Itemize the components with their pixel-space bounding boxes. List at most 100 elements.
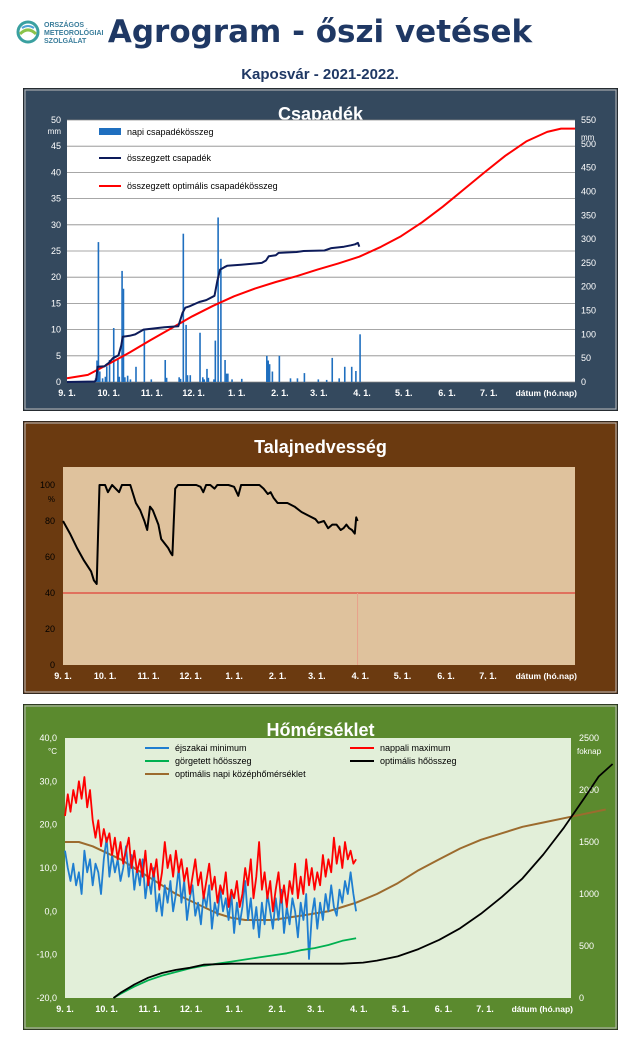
x-tick-label: 10. 1. <box>94 671 117 681</box>
precip-bar <box>220 258 222 382</box>
x-tick-label: 3. 1. <box>307 1004 325 1014</box>
legend-label: összegzett csapadék <box>127 153 212 163</box>
y-tick-label-left: 15 <box>51 298 61 308</box>
chart-title: Hőmérséklet <box>266 720 374 740</box>
legend-label: nappali maximum <box>380 743 451 753</box>
logo-line-3: SZOLGÁLAT <box>44 36 87 45</box>
y-tick-label-right: 1500 <box>579 837 599 847</box>
soil-moisture-line <box>62 484 359 585</box>
x-tick-label: 10. 1. <box>97 388 120 398</box>
x-tick-label: 9. 1. <box>54 671 72 681</box>
day-max-line <box>64 776 357 913</box>
y-tick-label-right: 350 <box>581 210 596 220</box>
precip-bar <box>104 376 107 382</box>
precip-bar <box>112 328 115 382</box>
x-tick-label: 12. 1. <box>179 671 202 681</box>
x-tick-label: 2. 1. <box>271 388 289 398</box>
x-tick-label: 12. 1. <box>180 1004 203 1014</box>
precip-bar <box>189 375 192 382</box>
precip-bar <box>165 377 168 382</box>
cumulative-precip-line <box>66 241 361 383</box>
y-axis-unit: % <box>48 495 55 504</box>
y-tick-label: 0 <box>50 660 55 670</box>
plot-area <box>65 738 571 998</box>
precip-bar <box>338 378 340 382</box>
x-tick-label: 2. 1. <box>269 671 287 681</box>
panel-border <box>24 89 617 410</box>
y-tick-label-right: 400 <box>581 186 596 196</box>
legend-label: optimális hőösszeg <box>380 756 457 766</box>
precip-bar <box>296 378 299 382</box>
precip-bar <box>227 373 229 382</box>
precip-bar <box>97 242 100 382</box>
x-tick-label: 3. 1. <box>310 388 328 398</box>
chart-title: Csapadék <box>278 104 364 124</box>
x-axis-label: dátum (hó.nap) <box>516 671 578 681</box>
y-tick-label-right: 500 <box>581 139 596 149</box>
legend-label: optimális napi középhőmérséklet <box>175 769 306 779</box>
y-tick-label-right: 50 <box>581 353 591 363</box>
y-tick-label: 80 <box>45 516 55 526</box>
precip-bar <box>303 373 306 382</box>
x-tick-label: 11. 1. <box>138 671 160 681</box>
legend-label: éjszakai minimum <box>175 743 247 753</box>
x-tick-label: 7. 1. <box>476 1004 494 1014</box>
precip-bar <box>105 366 108 382</box>
y-tick-label-left: 30,0 <box>39 776 57 786</box>
y-tick-label-left: 25 <box>51 246 61 256</box>
precip-bar <box>99 371 101 382</box>
precip-bar <box>185 324 187 382</box>
y-tick-label-right: 200 <box>581 282 596 292</box>
precip-bar <box>325 379 328 382</box>
plot-area <box>63 467 575 665</box>
precip-bar <box>186 375 189 382</box>
precip-bar <box>214 340 217 382</box>
precip-bar <box>359 334 361 382</box>
precip-bar <box>224 359 226 382</box>
x-tick-label: 5. 1. <box>392 1004 410 1014</box>
y-tick-label-left: 0,0 <box>44 906 57 916</box>
legend-label: napi csapadékösszeg <box>127 127 214 137</box>
precip-bar <box>343 366 346 382</box>
y-tick-label-left: 40,0 <box>39 733 57 743</box>
y-tick-label-left: 20,0 <box>39 820 57 830</box>
precip-bar <box>225 373 228 382</box>
precip-bar <box>150 379 153 382</box>
omsz-logo: ORSZÁGOS METEOROLÓGIAI SZOLGÁLAT <box>16 20 104 45</box>
y-tick-label-right: 550 <box>581 115 596 125</box>
x-tick-label: 5. 1. <box>394 671 412 681</box>
y-tick-label-right: 450 <box>581 163 596 173</box>
y-axis-unit-right: mm <box>581 133 595 142</box>
precip-bar <box>240 378 243 382</box>
legend-swatch <box>99 128 121 135</box>
precip-bar <box>203 379 205 382</box>
x-tick-label: 4. 1. <box>352 671 370 681</box>
precip-bar <box>355 370 357 382</box>
y-tick-label-left: 0 <box>56 377 61 387</box>
panel-border <box>24 705 617 1029</box>
precip-bar <box>207 377 210 382</box>
page-subtitle: Kaposvár - 2021-2022. <box>241 66 399 83</box>
precip-bar <box>217 217 219 382</box>
page-title: Agrogram - őszi vetések <box>107 14 533 50</box>
optimal-heat-sum-line <box>112 763 614 999</box>
x-tick-label: 12. 1. <box>182 388 205 398</box>
y-tick-label-left: 5 <box>56 351 61 361</box>
y-tick-label-left: 10 <box>51 325 61 335</box>
logo-line-1: ORSZÁGOS <box>44 20 84 29</box>
precip-bar <box>143 330 146 382</box>
precip-bar <box>122 288 125 382</box>
precip-bar <box>164 359 167 382</box>
y-tick-label-right: 300 <box>581 234 596 244</box>
precip-bar <box>266 355 268 382</box>
y-axis-unit-left: °C <box>48 747 57 756</box>
precip-bar <box>317 379 320 382</box>
precip-bar <box>268 364 271 382</box>
x-tick-label: 10. 1. <box>95 1004 118 1014</box>
y-axis-unit-left: mm <box>48 127 62 136</box>
logo-icon <box>16 20 40 44</box>
x-tick-label: 7. 1. <box>479 671 497 681</box>
y-tick-label-left: 45 <box>51 141 61 151</box>
y-tick-label-left: 20 <box>51 272 61 282</box>
y-tick-label-right: 100 <box>581 329 596 339</box>
